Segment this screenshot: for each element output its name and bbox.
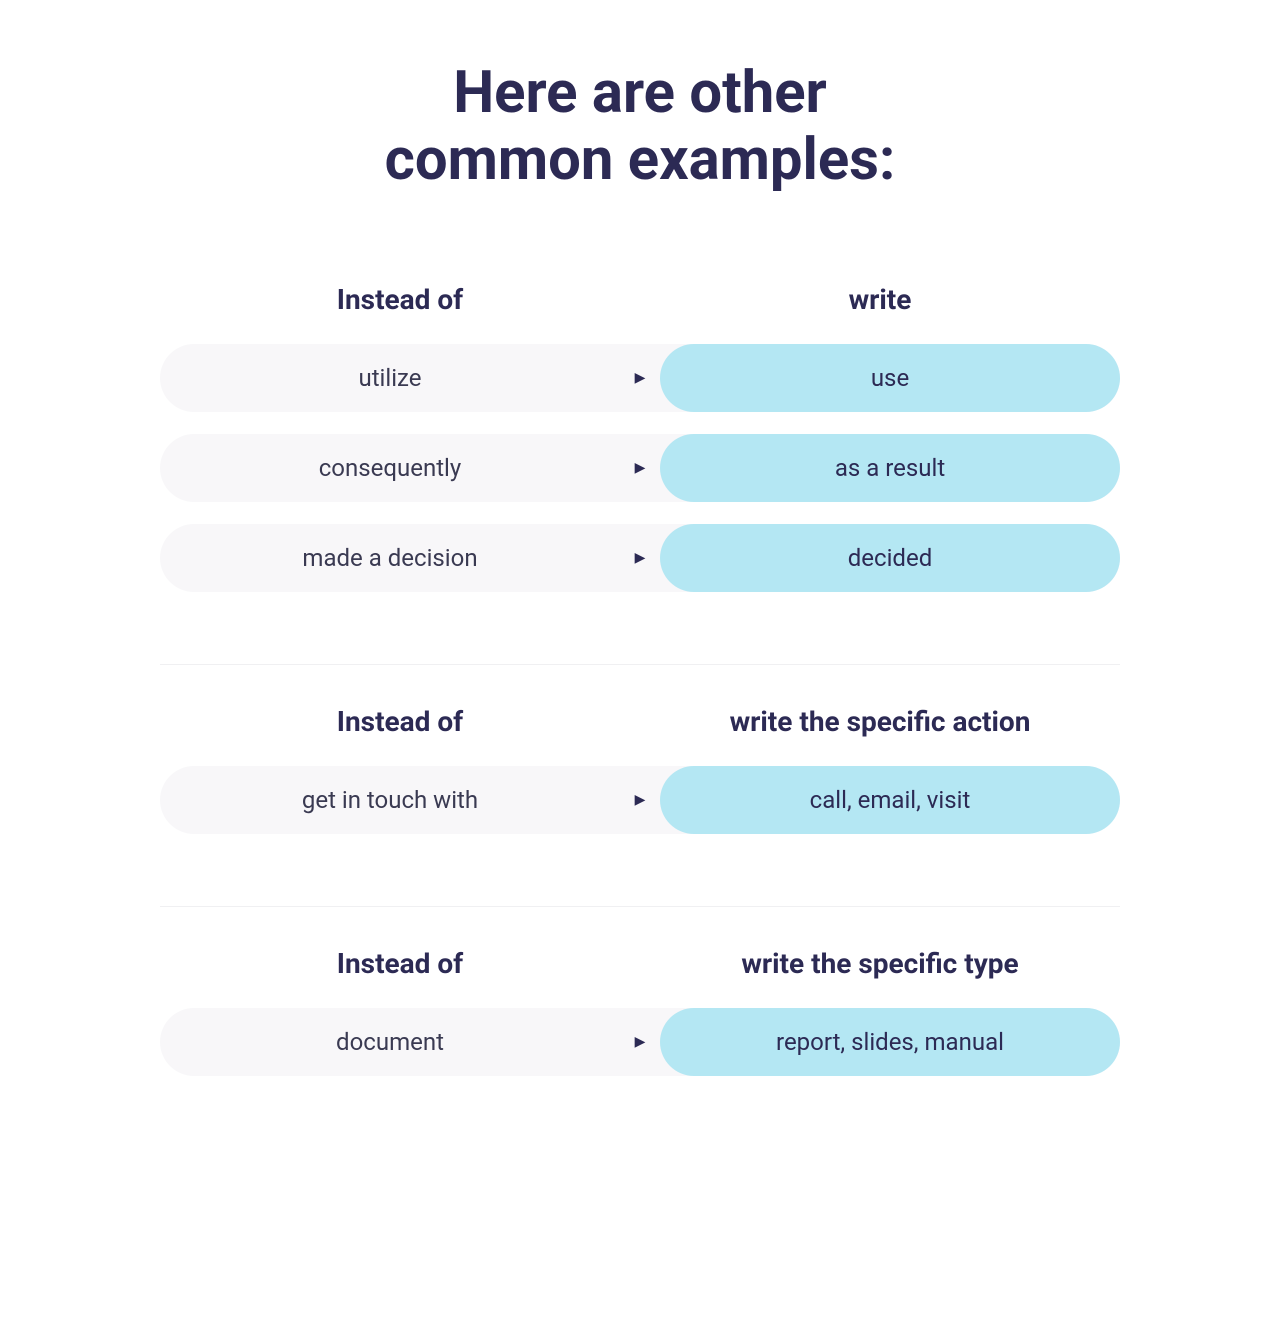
table-row: utilize ▶ use <box>160 344 1120 412</box>
cell-write: as a result <box>660 434 1120 502</box>
section-1-headers: Instead of write <box>160 283 1120 316</box>
cell-instead-of: made a decision <box>160 524 620 592</box>
title-line-1: Here are other <box>453 59 827 127</box>
cell-instead-of: consequently <box>160 434 620 502</box>
section-3-headers: Instead of write the specific type <box>160 947 1120 980</box>
arrow-right-icon: ▶ <box>620 524 660 592</box>
cell-write: report, slides, manual <box>660 1008 1120 1076</box>
arrow-right-icon: ▶ <box>620 1008 660 1076</box>
header-instead-of: Instead of <box>160 705 640 738</box>
arrow-right-icon: ▶ <box>620 344 660 412</box>
title-line-2: common examples: <box>385 126 896 194</box>
header-instead-of: Instead of <box>160 283 640 316</box>
table-row: get in touch with ▶ call, email, visit <box>160 766 1120 834</box>
section-2: Instead of write the specific action get… <box>160 705 1120 907</box>
header-write: write <box>640 283 1120 316</box>
table-row: consequently ▶ as a result <box>160 434 1120 502</box>
cell-instead-of: utilize <box>160 344 620 412</box>
table-row: made a decision ▶ decided <box>160 524 1120 592</box>
cell-write: use <box>660 344 1120 412</box>
section-1: Instead of write utilize ▶ use consequen… <box>160 283 1120 665</box>
arrow-right-icon: ▶ <box>620 434 660 502</box>
header-instead-of: Instead of <box>160 947 640 980</box>
table-row: document ▶ report, slides, manual <box>160 1008 1120 1076</box>
cell-instead-of: get in touch with <box>160 766 620 834</box>
section-2-headers: Instead of write the specific action <box>160 705 1120 738</box>
cell-write: decided <box>660 524 1120 592</box>
cell-instead-of: document <box>160 1008 620 1076</box>
infographic-container: Here are other common examples: Instead … <box>160 60 1120 1148</box>
section-3: Instead of write the specific type docum… <box>160 947 1120 1148</box>
header-write-type: write the specific type <box>640 947 1120 980</box>
arrow-right-icon: ▶ <box>620 766 660 834</box>
header-write-action: write the specific action <box>640 705 1120 738</box>
page-title: Here are other common examples: <box>160 60 1120 193</box>
cell-write: call, email, visit <box>660 766 1120 834</box>
